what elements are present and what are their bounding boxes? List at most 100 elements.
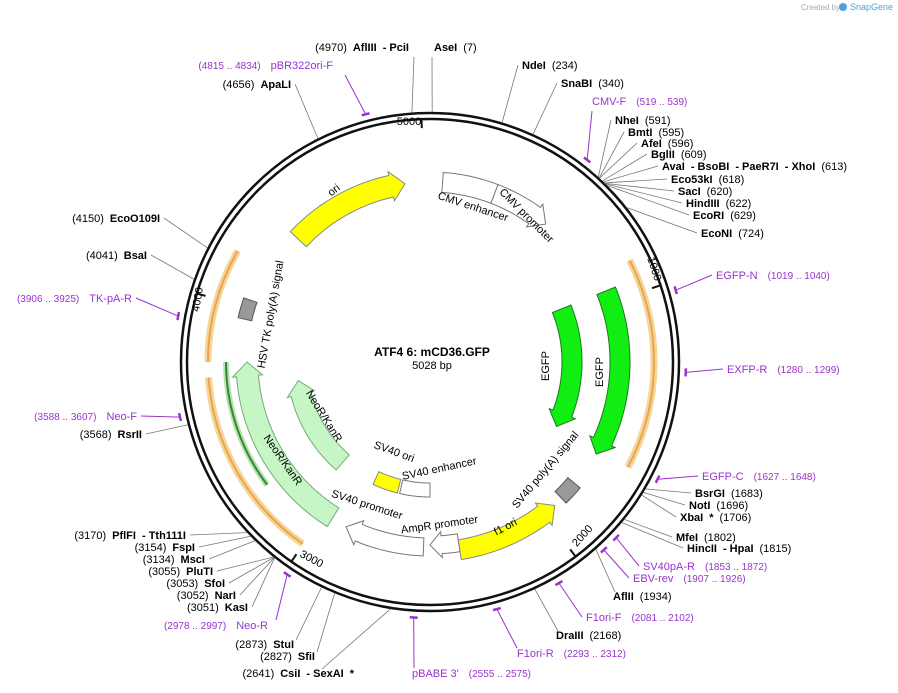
enzyme-leader — [198, 535, 251, 548]
enzyme-name: EcoRI — [693, 210, 724, 222]
enzyme-label: (4150) EcoO109I — [72, 213, 160, 225]
enzyme-name: KasI — [225, 602, 248, 614]
enzyme-leader — [624, 519, 673, 538]
enzyme-position: (2641) — [242, 668, 274, 680]
enzyme-leader — [645, 488, 692, 494]
feature-arrow — [490, 183, 547, 228]
enzyme-label: Eco53kI (618) — [671, 174, 744, 186]
enzyme-name: - PaeR7I — [735, 161, 778, 173]
enzyme-position: (3134) — [143, 554, 175, 566]
enzyme-leader — [643, 491, 686, 506]
enzyme-position: (613) — [821, 161, 847, 173]
orange-arc — [626, 259, 655, 468]
enzyme-position: (3170) — [74, 530, 106, 542]
feature-label: EGFP — [540, 351, 552, 381]
enzyme-name: HincII — [687, 543, 717, 555]
enzyme-leader — [189, 532, 248, 536]
enzyme-label: (3055) PluTI — [148, 566, 213, 578]
enzyme-name: PflFI — [112, 530, 136, 542]
primer-name: TK-pA-R — [89, 293, 132, 305]
green-line — [225, 361, 268, 486]
feature-arrow — [372, 471, 402, 494]
enzyme-label: (3568) RsrII — [80, 429, 142, 441]
enzyme-leader — [534, 588, 559, 632]
enzyme-leader — [597, 119, 612, 178]
enzyme-position: (1815) — [760, 543, 792, 555]
primer-leader — [344, 74, 367, 115]
enzyme-leader — [602, 153, 648, 182]
primer-mark — [612, 533, 620, 542]
primer-name: Neo-R — [236, 620, 268, 632]
enzyme-name: BsaI — [124, 250, 147, 262]
enzyme-name: - SexAI — [306, 668, 343, 680]
primer-name: EBV-rev — [633, 573, 674, 585]
enzyme-position: (1802) — [704, 532, 736, 544]
enzyme-leader — [532, 82, 558, 135]
primer-label: CMV-F (519 .. 539) — [592, 96, 687, 108]
enzyme-name: FspI — [172, 542, 195, 554]
primer-label: F1ori-F (2081 .. 2102) — [586, 612, 694, 624]
enzyme-name: EcoNI — [701, 228, 732, 240]
primer-mark — [177, 412, 183, 422]
primer-label: F1ori-R (2293 .. 2312) — [517, 648, 626, 660]
primer-mark — [492, 606, 502, 612]
primer-leader — [135, 297, 179, 317]
enzyme-leader — [598, 131, 625, 179]
enzyme-leader — [150, 254, 195, 280]
enzyme-position: (4656) — [223, 79, 255, 91]
enzyme-leader — [251, 557, 275, 608]
primer-mark — [654, 475, 661, 484]
enzyme-leader — [239, 557, 275, 596]
enzyme-position: (3052) — [177, 590, 209, 602]
primer-name: Neo-F — [106, 411, 137, 423]
enzyme-label: (2827) SfiI — [260, 651, 315, 663]
primer-leader — [140, 415, 181, 418]
primer-range: (2555 .. 2575) — [469, 669, 531, 680]
enzyme-position: (609) — [681, 149, 707, 161]
enzyme-label: NdeI (234) — [522, 60, 578, 72]
primer-label: (3588 .. 3607) Neo-F — [34, 411, 137, 423]
primer-leader — [558, 582, 583, 618]
enzyme-position: (234) — [552, 60, 578, 72]
feature-arrow — [554, 477, 581, 504]
enzyme-name: - HpaI — [723, 543, 754, 555]
primer-range: (1627 .. 1648) — [754, 472, 816, 483]
primer-range: (1907 .. 1926) — [683, 574, 745, 585]
enzyme-position: (2827) — [260, 651, 292, 663]
enzyme-leader — [604, 182, 675, 192]
enzyme-name: AflII — [613, 591, 634, 603]
enzyme-label: (3154) FspI — [135, 542, 195, 554]
enzyme-name: AflIII — [353, 42, 377, 54]
enzyme-name: MscI — [181, 554, 205, 566]
enzyme-label: (3134) MscI — [143, 554, 205, 566]
enzyme-name: NotI — [689, 500, 710, 512]
enzyme-label: (2873) StuI — [235, 639, 294, 651]
primer-mark — [583, 156, 592, 164]
primer-name: CMV-F — [592, 96, 627, 108]
credit: Created by — [801, 3, 840, 12]
plasmid-name: ATF4 6: mCD36.GFP — [374, 345, 490, 359]
enzyme-label: BsrGI (1683) — [695, 488, 763, 500]
enzyme-leader — [295, 587, 322, 641]
enzyme-leader — [626, 207, 698, 234]
primer-label: EXFP-R (1280 .. 1299) — [727, 364, 840, 376]
enzyme-position: (3154) — [135, 542, 167, 554]
enzyme-position: (1683) — [731, 488, 763, 500]
primer-range: (2081 .. 2102) — [631, 613, 693, 624]
primer-name: EGFP-N — [716, 270, 758, 282]
orange-arc — [207, 250, 239, 363]
primer-leader — [675, 274, 713, 291]
enzyme-leader — [621, 522, 684, 549]
enzyme-label: BmtI (595) — [628, 127, 684, 139]
primer-label: pBABE 3' (2555 .. 2575) — [412, 668, 531, 680]
enzyme-position: (618) — [719, 174, 745, 186]
enzyme-leader — [595, 548, 616, 593]
primer-range: (4815 .. 4834) — [198, 61, 260, 72]
feature-arrow — [588, 286, 631, 455]
tick-mark — [196, 292, 206, 297]
enzyme-name: XbaI — [680, 512, 703, 524]
primer-range: (2978 .. 2997) — [164, 621, 226, 632]
enzyme-label: (3053) SfoI — [166, 578, 225, 590]
enzyme-label: AvaI - BsoBI - PaeR7I - XhoI (613) — [662, 161, 847, 173]
